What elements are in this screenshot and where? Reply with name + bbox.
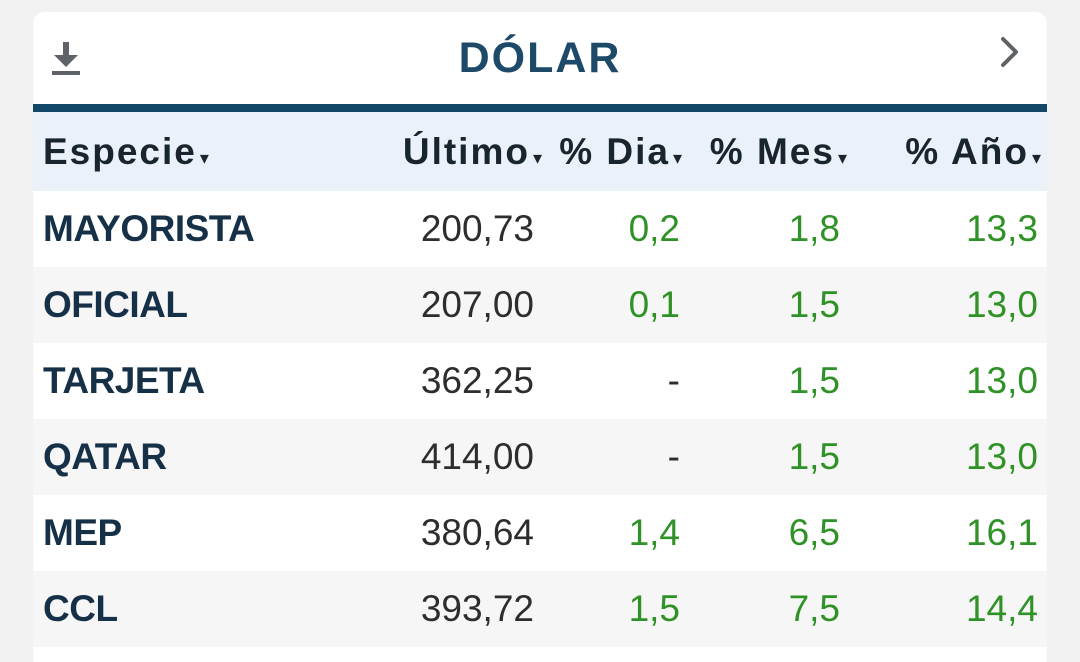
column-header-especie[interactable]: Especie ▾ bbox=[43, 112, 209, 191]
column-label: % Mes bbox=[709, 130, 835, 172]
sort-caret-icon: ▾ bbox=[1031, 148, 1041, 168]
table-row[interactable]: TARJETA 362,25 - 1,5 13,0 bbox=[33, 343, 1047, 419]
ultimo-value: 200,73 bbox=[420, 208, 534, 249]
table-row[interactable]: MEP 380,64 1,4 6,5 16,1 bbox=[33, 495, 1047, 571]
column-header-mes[interactable]: % Mes ▾ bbox=[710, 112, 847, 191]
column-label: % Dia bbox=[559, 130, 670, 172]
column-label: Especie bbox=[43, 130, 197, 172]
column-header-ultimo[interactable]: Último ▾ bbox=[403, 112, 542, 191]
anio-change: 16,1 bbox=[965, 512, 1038, 553]
table-row[interactable]: QATAR 414,00 - 1,5 13,0 bbox=[33, 419, 1047, 495]
chevron-right-icon[interactable] bbox=[995, 34, 1025, 70]
dia-change: - bbox=[667, 436, 680, 477]
table-header-row: Especie ▾ Último ▾ % Dia ▾ % Mes ▾ % Año ▾ bbox=[33, 112, 1047, 191]
ultimo-value: 414,00 bbox=[420, 436, 534, 477]
sort-caret-icon: ▾ bbox=[837, 148, 847, 168]
especie-name[interactable]: QATAR bbox=[43, 436, 167, 477]
especie-name[interactable]: CCL bbox=[43, 588, 118, 629]
anio-change: 13,0 bbox=[965, 284, 1038, 325]
card-header: DÓLAR bbox=[33, 12, 1047, 104]
anio-change: 13,0 bbox=[965, 436, 1038, 477]
sort-caret-icon: ▾ bbox=[532, 148, 542, 168]
especie-name[interactable]: MEP bbox=[43, 512, 122, 553]
dolar-table: Especie ▾ Último ▾ % Dia ▾ % Mes ▾ % Año ▾ MA… bbox=[33, 112, 1047, 647]
especie-name[interactable]: MAYORISTA bbox=[43, 208, 255, 249]
header-divider bbox=[33, 104, 1047, 112]
mes-change: 1,5 bbox=[788, 436, 840, 477]
column-header-anio[interactable]: % Año ▾ bbox=[905, 112, 1041, 191]
dolar-card: DÓLAR Especie ▾ Último ▾ % Dia ▾ % Mes ▾ % A… bbox=[33, 12, 1047, 662]
dia-change: - bbox=[667, 360, 680, 401]
mes-change: 1,8 bbox=[788, 208, 840, 249]
dia-change: 0,2 bbox=[628, 208, 680, 249]
table-row[interactable]: CCL 393,72 1,5 7,5 14,4 bbox=[33, 571, 1047, 647]
sort-caret-icon: ▾ bbox=[199, 148, 209, 168]
ultimo-value: 207,00 bbox=[420, 284, 534, 325]
ultimo-value: 380,64 bbox=[420, 512, 534, 553]
column-header-dia[interactable]: % Dia ▾ bbox=[559, 112, 682, 191]
mes-change: 6,5 bbox=[788, 512, 840, 553]
download-icon[interactable] bbox=[49, 40, 83, 76]
dia-change: 0,1 bbox=[628, 284, 680, 325]
dia-change: 1,5 bbox=[628, 588, 680, 629]
especie-name[interactable]: OFICIAL bbox=[43, 284, 188, 325]
anio-change: 13,3 bbox=[965, 208, 1038, 249]
page-title: DÓLAR bbox=[458, 34, 622, 82]
anio-change: 13,0 bbox=[965, 360, 1038, 401]
mes-change: 7,5 bbox=[788, 588, 840, 629]
mes-change: 1,5 bbox=[788, 284, 840, 325]
mes-change: 1,5 bbox=[788, 360, 840, 401]
ultimo-value: 362,25 bbox=[420, 360, 534, 401]
table-row[interactable]: MAYORISTA 200,73 0,2 1,8 13,3 bbox=[33, 191, 1047, 267]
sort-caret-icon: ▾ bbox=[672, 148, 682, 168]
especie-name[interactable]: TARJETA bbox=[43, 360, 205, 401]
table-row[interactable]: OFICIAL 207,00 0,1 1,5 13,0 bbox=[33, 267, 1047, 343]
dia-change: 1,4 bbox=[628, 512, 680, 553]
ultimo-value: 393,72 bbox=[420, 588, 534, 629]
column-label: Último bbox=[402, 130, 530, 172]
column-label: % Año bbox=[905, 130, 1029, 172]
anio-change: 14,4 bbox=[965, 588, 1038, 629]
